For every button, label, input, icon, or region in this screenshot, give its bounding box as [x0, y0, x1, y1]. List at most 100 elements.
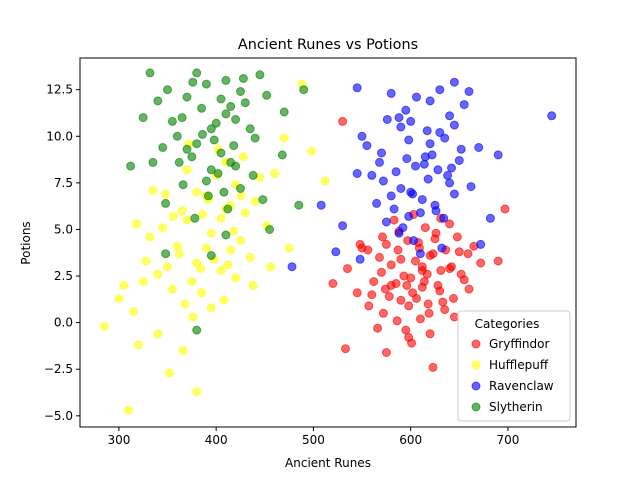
data-point [386, 280, 396, 290]
data-point [401, 325, 411, 335]
data-point [177, 113, 187, 123]
data-point [433, 165, 443, 175]
data-point [419, 277, 429, 287]
data-point [404, 301, 414, 311]
data-point [216, 213, 226, 223]
data-point [240, 208, 250, 218]
data-point [284, 243, 294, 253]
data-point [265, 225, 275, 234]
data-point [372, 198, 382, 208]
data-point [409, 236, 419, 246]
data-point [223, 204, 233, 214]
data-point [145, 232, 155, 242]
x-tick-label: 300 [107, 433, 130, 447]
data-point [456, 269, 466, 279]
data-point [203, 191, 213, 201]
y-axis: −5.0 −2.5 0.0 2.5 5.0 7.5 10.0 12.5 [44, 83, 80, 423]
data-point [226, 245, 236, 255]
y-tick-label: 5.0 [54, 222, 73, 236]
data-point [229, 226, 239, 236]
data-point [396, 122, 406, 132]
data-point [216, 266, 226, 275]
data-point [474, 143, 484, 152]
data-point [236, 184, 245, 193]
data-point [449, 293, 458, 303]
data-point [386, 260, 396, 270]
x-axis-label: Ancient Runes [285, 456, 371, 470]
data-point [192, 139, 202, 149]
data-point [445, 111, 455, 121]
legend-marker-ravenclaw [471, 381, 481, 391]
data-point [270, 169, 279, 178]
data-point [420, 223, 430, 233]
data-point [547, 111, 557, 121]
data-point [436, 266, 446, 275]
data-point [129, 307, 138, 316]
series-hufflepuff [99, 79, 330, 415]
data-point [367, 170, 377, 180]
data-point [431, 228, 441, 238]
data-point [279, 133, 289, 143]
legend-marker-gryffindor [471, 339, 481, 349]
data-point [367, 290, 377, 300]
data-point [373, 323, 383, 333]
data-point [231, 115, 241, 124]
y-tick-label: −5.0 [44, 409, 73, 423]
data-point [201, 79, 211, 89]
data-point [161, 189, 171, 199]
data-point [201, 176, 211, 186]
data-point [449, 189, 459, 199]
data-point [209, 135, 219, 145]
data-point [445, 178, 455, 188]
data-point [341, 344, 350, 354]
data-point [182, 92, 192, 102]
x-tick-label: 500 [302, 433, 325, 447]
data-point [435, 128, 445, 137]
data-point [221, 109, 231, 119]
data-point [377, 267, 386, 277]
data-point [99, 321, 109, 331]
data-point [399, 271, 409, 281]
data-point [466, 182, 476, 192]
data-point [433, 280, 443, 290]
data-point [153, 96, 163, 106]
data-point [307, 146, 316, 156]
data-point [378, 176, 388, 186]
points-layer [99, 68, 557, 415]
data-point [161, 249, 171, 259]
data-point [369, 277, 379, 287]
data-point [415, 314, 425, 324]
legend-marker-hufflepuff [471, 360, 481, 370]
y-axis-label: Potions [19, 221, 33, 264]
chart-title: Ancient Runes vs Potions [238, 37, 418, 53]
data-point [389, 215, 399, 225]
data-point [192, 387, 202, 397]
data-point [131, 219, 141, 229]
data-point [454, 156, 464, 165]
data-point [424, 308, 434, 318]
data-point [411, 256, 420, 266]
data-point [377, 148, 386, 158]
data-point [158, 223, 168, 233]
data-point [438, 297, 448, 307]
data-point [408, 189, 418, 199]
data-point [177, 206, 187, 216]
legend-label-slytherin: Slytherin [489, 400, 543, 414]
data-point [266, 262, 276, 272]
data-point [375, 157, 384, 167]
data-point [320, 176, 330, 186]
data-point [245, 124, 255, 134]
data-point [148, 185, 158, 195]
data-point [192, 187, 202, 197]
x-axis: 300 400 500 600 700 [107, 427, 519, 447]
legend-label-ravenclaw: Ravenclaw [489, 379, 554, 393]
data-point [187, 277, 197, 287]
data-point [206, 124, 216, 134]
data-point [425, 329, 435, 339]
data-point [188, 312, 198, 322]
data-point [423, 299, 433, 309]
data-point [394, 113, 404, 123]
data-point [437, 243, 447, 253]
data-point [165, 368, 174, 378]
